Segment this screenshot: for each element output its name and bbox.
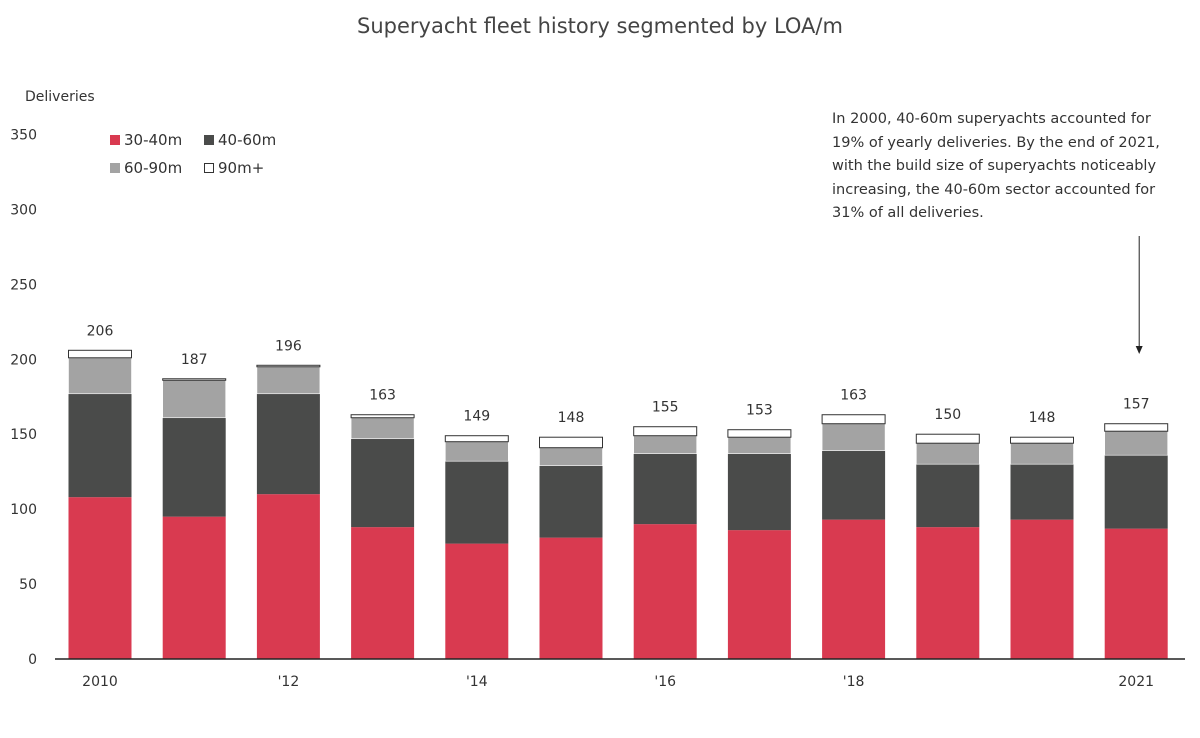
x-tick-label-2014: '14 — [466, 674, 488, 690]
bar-segment-40-60m-2011 — [162, 417, 226, 517]
x-tick-label-2018: '18 — [843, 674, 865, 690]
chart-title: Superyacht fleet history segmented by LO… — [357, 14, 843, 38]
total-label-2015: 148 — [558, 410, 585, 426]
legend-label-90m-plus: 90m+ — [218, 159, 265, 177]
bar-segment-30-40m-2021 — [1104, 528, 1168, 659]
bar-segment-30-40m-2011 — [162, 516, 226, 659]
bar-segment-40-60m-2012 — [256, 393, 320, 495]
total-label-2017: 153 — [746, 403, 773, 419]
legend-item-40-60m: 40-60m — [204, 131, 304, 149]
bar-segment-90m-plus-2011 — [162, 378, 227, 381]
bar-segment-90m-plus-2016 — [633, 426, 698, 437]
x-tick-label-2010: 2010 — [82, 674, 118, 690]
legend-swatch-60-90m — [110, 163, 120, 173]
y-tick-label: 300 — [10, 202, 37, 218]
total-label-2011: 187 — [181, 352, 208, 368]
bar-segment-60-90m-2015 — [539, 447, 603, 466]
legend: 30-40m 40-60m 60-90m 90m+ — [110, 131, 304, 177]
bar-segment-60-90m-2010 — [68, 357, 132, 395]
total-label-2020: 148 — [1029, 410, 1056, 426]
annotation-arrow-head — [1135, 346, 1143, 354]
bar-segment-40-60m-2017 — [727, 453, 791, 531]
bar-segment-40-60m-2010 — [68, 393, 132, 498]
x-tick-label-2021: 2021 — [1118, 674, 1154, 690]
bar-segment-60-90m-2018 — [821, 423, 886, 451]
bar-segment-90m-plus-2021 — [1104, 423, 1169, 432]
bar-segment-40-60m-2020 — [1010, 464, 1074, 520]
legend-swatch-30-40m — [110, 135, 120, 145]
bar-segment-30-40m-2020 — [1010, 519, 1074, 659]
bar-segment-40-60m-2014 — [445, 461, 509, 544]
annotation-text: In 2000, 40-60m superyachts accounted fo… — [832, 111, 1160, 221]
bar-segment-90m-plus-2020 — [1010, 436, 1074, 444]
bar-segment-90m-plus-2012 — [256, 364, 321, 368]
y-tick-label: 150 — [10, 427, 37, 443]
legend-item-30-40m: 30-40m — [110, 131, 204, 149]
total-label-2010: 206 — [87, 323, 114, 339]
bar-segment-30-40m-2012 — [256, 494, 320, 659]
bar-segment-60-90m-2012 — [256, 366, 321, 395]
legend-label-30-40m: 30-40m — [124, 131, 183, 149]
bar-segment-40-60m-2016 — [633, 453, 697, 525]
bar-segment-60-90m-2016 — [633, 435, 698, 454]
bar-segment-90m-plus-2015 — [539, 436, 603, 449]
total-label-2018: 163 — [840, 388, 867, 404]
x-tick-label-2016: '16 — [654, 674, 676, 690]
bar-segment-40-60m-2013 — [351, 438, 415, 528]
legend-label-40-60m: 40-60m — [218, 131, 277, 149]
bar-segment-30-40m-2013 — [351, 527, 415, 659]
bar-segment-90m-plus-2013 — [350, 414, 415, 419]
bar-segment-30-40m-2014 — [445, 543, 509, 659]
legend-swatch-40-60m — [204, 135, 214, 145]
bar-segment-60-90m-2021 — [1104, 430, 1168, 456]
bar-segment-30-40m-2016 — [633, 524, 697, 659]
y-axis-label: Deliveries — [25, 89, 95, 105]
legend-item-60-90m: 60-90m — [110, 159, 204, 177]
x-tick-label-2012: '12 — [278, 674, 300, 690]
total-label-2019: 150 — [934, 407, 961, 423]
legend-label-60-90m: 60-90m — [124, 159, 183, 177]
bar-segment-30-40m-2015 — [539, 537, 603, 659]
legend-item-90m-plus: 90m+ — [204, 159, 304, 177]
bar-segment-90m-plus-2014 — [444, 435, 509, 443]
bar-segment-40-60m-2015 — [539, 465, 603, 538]
bar-segment-30-40m-2019 — [916, 527, 980, 659]
total-label-2014: 149 — [463, 409, 490, 425]
bar-segment-40-60m-2018 — [822, 450, 886, 520]
bar-segment-90m-plus-2018 — [821, 414, 886, 425]
bar-segment-30-40m-2017 — [727, 530, 791, 659]
legend-swatch-90m-plus — [204, 163, 214, 173]
bar-segment-60-90m-2020 — [1010, 442, 1074, 465]
bar-segment-60-90m-2017 — [727, 436, 792, 454]
bar-segment-90m-plus-2010 — [68, 349, 132, 359]
total-label-2013: 163 — [369, 388, 396, 404]
y-tick-label: 200 — [10, 352, 37, 368]
y-tick-label: 100 — [10, 502, 37, 518]
bar-segment-40-60m-2021 — [1104, 455, 1168, 529]
bar-segment-60-90m-2014 — [444, 441, 509, 462]
bar-segment-30-40m-2018 — [822, 519, 886, 659]
y-tick-label: 250 — [10, 277, 37, 293]
bar-segment-30-40m-2010 — [68, 497, 132, 659]
bar-segment-60-90m-2013 — [350, 417, 415, 440]
bar-segment-90m-plus-2019 — [915, 433, 980, 444]
total-label-2012: 196 — [275, 338, 302, 354]
total-label-2016: 155 — [652, 400, 679, 416]
bar-segment-60-90m-2019 — [915, 442, 980, 465]
bar-segment-40-60m-2019 — [916, 464, 980, 528]
y-tick-label: 0 — [28, 652, 37, 668]
bar-segment-60-90m-2011 — [162, 379, 226, 419]
total-label-2021: 157 — [1123, 397, 1150, 413]
y-tick-label: 350 — [10, 128, 37, 144]
bar-segment-90m-plus-2017 — [727, 429, 792, 438]
y-tick-label: 50 — [19, 577, 37, 593]
